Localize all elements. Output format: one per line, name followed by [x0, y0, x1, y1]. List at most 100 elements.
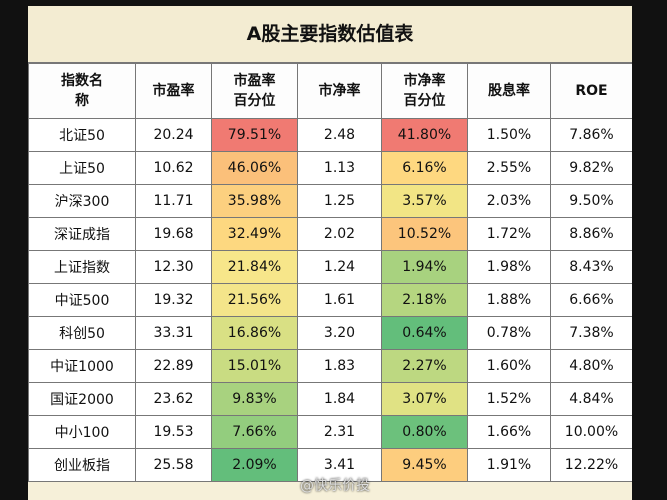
- table-cell: 1.94%: [381, 250, 468, 284]
- table-cell: 1.88%: [467, 283, 551, 317]
- table-cell: 10.00%: [550, 415, 632, 449]
- header-text: 股息率: [488, 83, 530, 99]
- header-text: 指数名称: [61, 73, 103, 109]
- table-cell: 1.83: [297, 349, 382, 383]
- table-cell: 3.20: [297, 316, 382, 350]
- table-cell: 9.83%: [211, 382, 298, 416]
- table-body: 北证50 20.24 79.51% 2.48 41.80% 1.50% 7.86% 上证50 1…: [28, 118, 632, 482]
- table-cell: 20.24: [135, 118, 212, 152]
- table-row: 上证50 10.62 46.06% 1.13 6.16% 2.55% 9.82%: [28, 151, 632, 185]
- header-text: 市盈率: [152, 83, 195, 99]
- table-title: A股主要指数估值表: [28, 6, 632, 63]
- table-row: 上证指数 12.30 21.84% 1.24 1.94% 1.98% 8.43%: [28, 250, 632, 284]
- table-cell: 中证500: [28, 283, 136, 317]
- table-cell: 46.06%: [211, 151, 298, 185]
- table-cell: 41.80%: [381, 118, 468, 152]
- table-row: 中证1000 22.89 15.01% 1.83 2.27% 1.60% 4.80%: [28, 349, 632, 383]
- table-cell: 8.86%: [550, 217, 632, 251]
- header-cell: 市盈率: [135, 63, 212, 119]
- table-cell: 35.98%: [211, 184, 298, 218]
- header-cell: ROE: [550, 63, 632, 119]
- table-cell: 中小100: [28, 415, 136, 449]
- table-row: 北证50 20.24 79.51% 2.48 41.80% 1.50% 7.86%: [28, 118, 632, 152]
- table-cell: 1.61: [297, 283, 382, 317]
- table-cell: 6.16%: [381, 151, 468, 185]
- table-cell: 12.30: [135, 250, 212, 284]
- table-row: 沪深300 11.71 35.98% 1.25 3.57% 2.03% 9.50%: [28, 184, 632, 218]
- table-cell: 1.50%: [467, 118, 551, 152]
- sheet: A股主要指数估值表 指数名称 市盈率 市盈率百分位 市净率 市净率百分位 股息率 ROE 北…: [28, 6, 632, 500]
- table-cell: 1.52%: [467, 382, 551, 416]
- header-text: ROE: [575, 83, 608, 99]
- table-cell: 6.66%: [550, 283, 632, 317]
- header-cell: 市净率百分位: [381, 63, 468, 119]
- table-cell: 2.02: [297, 217, 382, 251]
- header-cell: 市净率: [297, 63, 382, 119]
- table-cell: 79.51%: [211, 118, 298, 152]
- table-cell: 1.60%: [467, 349, 551, 383]
- table-cell: 1.66%: [467, 415, 551, 449]
- valuation-table: 指数名称 市盈率 市盈率百分位 市净率 市净率百分位 股息率 ROE 北证50 20.24 79…: [28, 63, 632, 482]
- table-cell: 1.84: [297, 382, 382, 416]
- table-cell: 10.52%: [381, 217, 468, 251]
- header-cell: 股息率: [467, 63, 551, 119]
- table-cell: 9.50%: [550, 184, 632, 218]
- table-cell: 25.58: [135, 448, 212, 482]
- table-cell: 1.24: [297, 250, 382, 284]
- table-cell: 7.66%: [211, 415, 298, 449]
- table-cell: 1.91%: [467, 448, 551, 482]
- table-cell: 4.84%: [550, 382, 632, 416]
- table-cell: 0.64%: [381, 316, 468, 350]
- header-cell: 指数名称: [28, 63, 136, 119]
- table-cell: 上证指数: [28, 250, 136, 284]
- table-row: 创业板指 25.58 2.09% 3.41 9.45% 1.91% 12.22%: [28, 448, 632, 482]
- table-cell: 19.32: [135, 283, 212, 317]
- header-row: 指数名称 市盈率 市盈率百分位 市净率 市净率百分位 股息率 ROE: [28, 63, 632, 119]
- table-cell: 2.55%: [467, 151, 551, 185]
- table-cell: 2.09%: [211, 448, 298, 482]
- table-cell: 22.89: [135, 349, 212, 383]
- table-cell: 4.80%: [550, 349, 632, 383]
- table-cell: 19.68: [135, 217, 212, 251]
- table-cell: 1.72%: [467, 217, 551, 251]
- table-cell: 1.13: [297, 151, 382, 185]
- table-cell: 上证50: [28, 151, 136, 185]
- table-cell: 2.18%: [381, 283, 468, 317]
- header-text: 市净率百分位: [403, 73, 446, 109]
- table-cell: 2.48: [297, 118, 382, 152]
- table-row: 中小100 19.53 7.66% 2.31 0.80% 1.66% 10.00%: [28, 415, 632, 449]
- table-cell: 3.07%: [381, 382, 468, 416]
- table-cell: 2.31: [297, 415, 382, 449]
- table-cell: 国证2000: [28, 382, 136, 416]
- table-row: 深证成指 19.68 32.49% 2.02 10.52% 1.72% 8.86%: [28, 217, 632, 251]
- table-row: 中证500 19.32 21.56% 1.61 2.18% 1.88% 6.66%: [28, 283, 632, 317]
- table-cell: 9.45%: [381, 448, 468, 482]
- table-cell: 1.98%: [467, 250, 551, 284]
- table-cell: 21.56%: [211, 283, 298, 317]
- table-cell: 深证成指: [28, 217, 136, 251]
- watermark: @快乐价投: [300, 478, 370, 494]
- table-cell: 2.03%: [467, 184, 551, 218]
- table-cell: 沪深300: [28, 184, 136, 218]
- table-row: 科创50 33.31 16.86% 3.20 0.64% 0.78% 7.38%: [28, 316, 632, 350]
- table-cell: 3.57%: [381, 184, 468, 218]
- table-cell: 10.62: [135, 151, 212, 185]
- table-cell: 创业板指: [28, 448, 136, 482]
- table-cell: 19.53: [135, 415, 212, 449]
- table-cell: 2.27%: [381, 349, 468, 383]
- table-cell: 7.38%: [550, 316, 632, 350]
- table-cell: 33.31: [135, 316, 212, 350]
- table-cell: 21.84%: [211, 250, 298, 284]
- table-cell: 中证1000: [28, 349, 136, 383]
- table-cell: 12.22%: [550, 448, 632, 482]
- header-text: 市盈率百分位: [233, 73, 276, 109]
- header-text: 市净率: [318, 83, 361, 99]
- table-cell: 0.78%: [467, 316, 551, 350]
- table-cell: 北证50: [28, 118, 136, 152]
- table-cell: 9.82%: [550, 151, 632, 185]
- header-cell: 市盈率百分位: [211, 63, 298, 119]
- table-cell: 32.49%: [211, 217, 298, 251]
- table-cell: 7.86%: [550, 118, 632, 152]
- table-cell: 15.01%: [211, 349, 298, 383]
